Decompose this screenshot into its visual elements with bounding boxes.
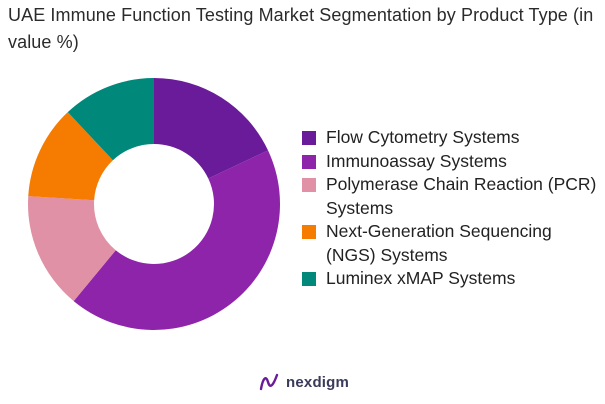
legend-label: Flow Cytometry Systems [326,127,520,147]
donut-slice-luminex-xmap-systems [67,78,154,161]
legend-item-immunoassay: Immunoassay Systems [302,150,602,174]
donut-slice-flow-cytometry-systems [154,78,269,179]
nexdigm-logo-icon [259,373,279,391]
legend-label: Luminex xMAP Systems [326,268,516,288]
chart-legend: Flow Cytometry Systems Immunoassay Syste… [302,126,602,291]
brand-logo: nexdigm [258,372,349,392]
legend-swatch [302,154,316,169]
legend-item-ngs: Next-Generation Sequencing (NGS) Systems [302,220,602,267]
chart-title: UAE Immune Function Testing Market Segme… [8,5,594,52]
brand-name: nexdigm [286,373,350,391]
legend-swatch [302,178,316,192]
donut-slice-polymerase-chain-reaction-pcr-systems [28,196,116,302]
legend-label: Next-Generation Sequencing (NGS) Systems [326,221,552,265]
legend-label: Polymerase Chain Reaction (PCR) Systems [326,174,597,218]
legend-item-pcr: Polymerase Chain Reaction (PCR) Systems [302,173,602,220]
donut-slice-next-generation-sequencing-ngs-systems [28,112,113,201]
legend-swatch [302,272,316,286]
legend-item-flow-cytometry: Flow Cytometry Systems [302,126,602,150]
legend-swatch [302,131,316,145]
donut-slice-immunoassay-systems [73,150,281,331]
legend-swatch [302,225,316,239]
legend-label: Immunoassay Systems [326,150,507,171]
legend-item-luminex: Luminex xMAP Systems [302,267,602,291]
